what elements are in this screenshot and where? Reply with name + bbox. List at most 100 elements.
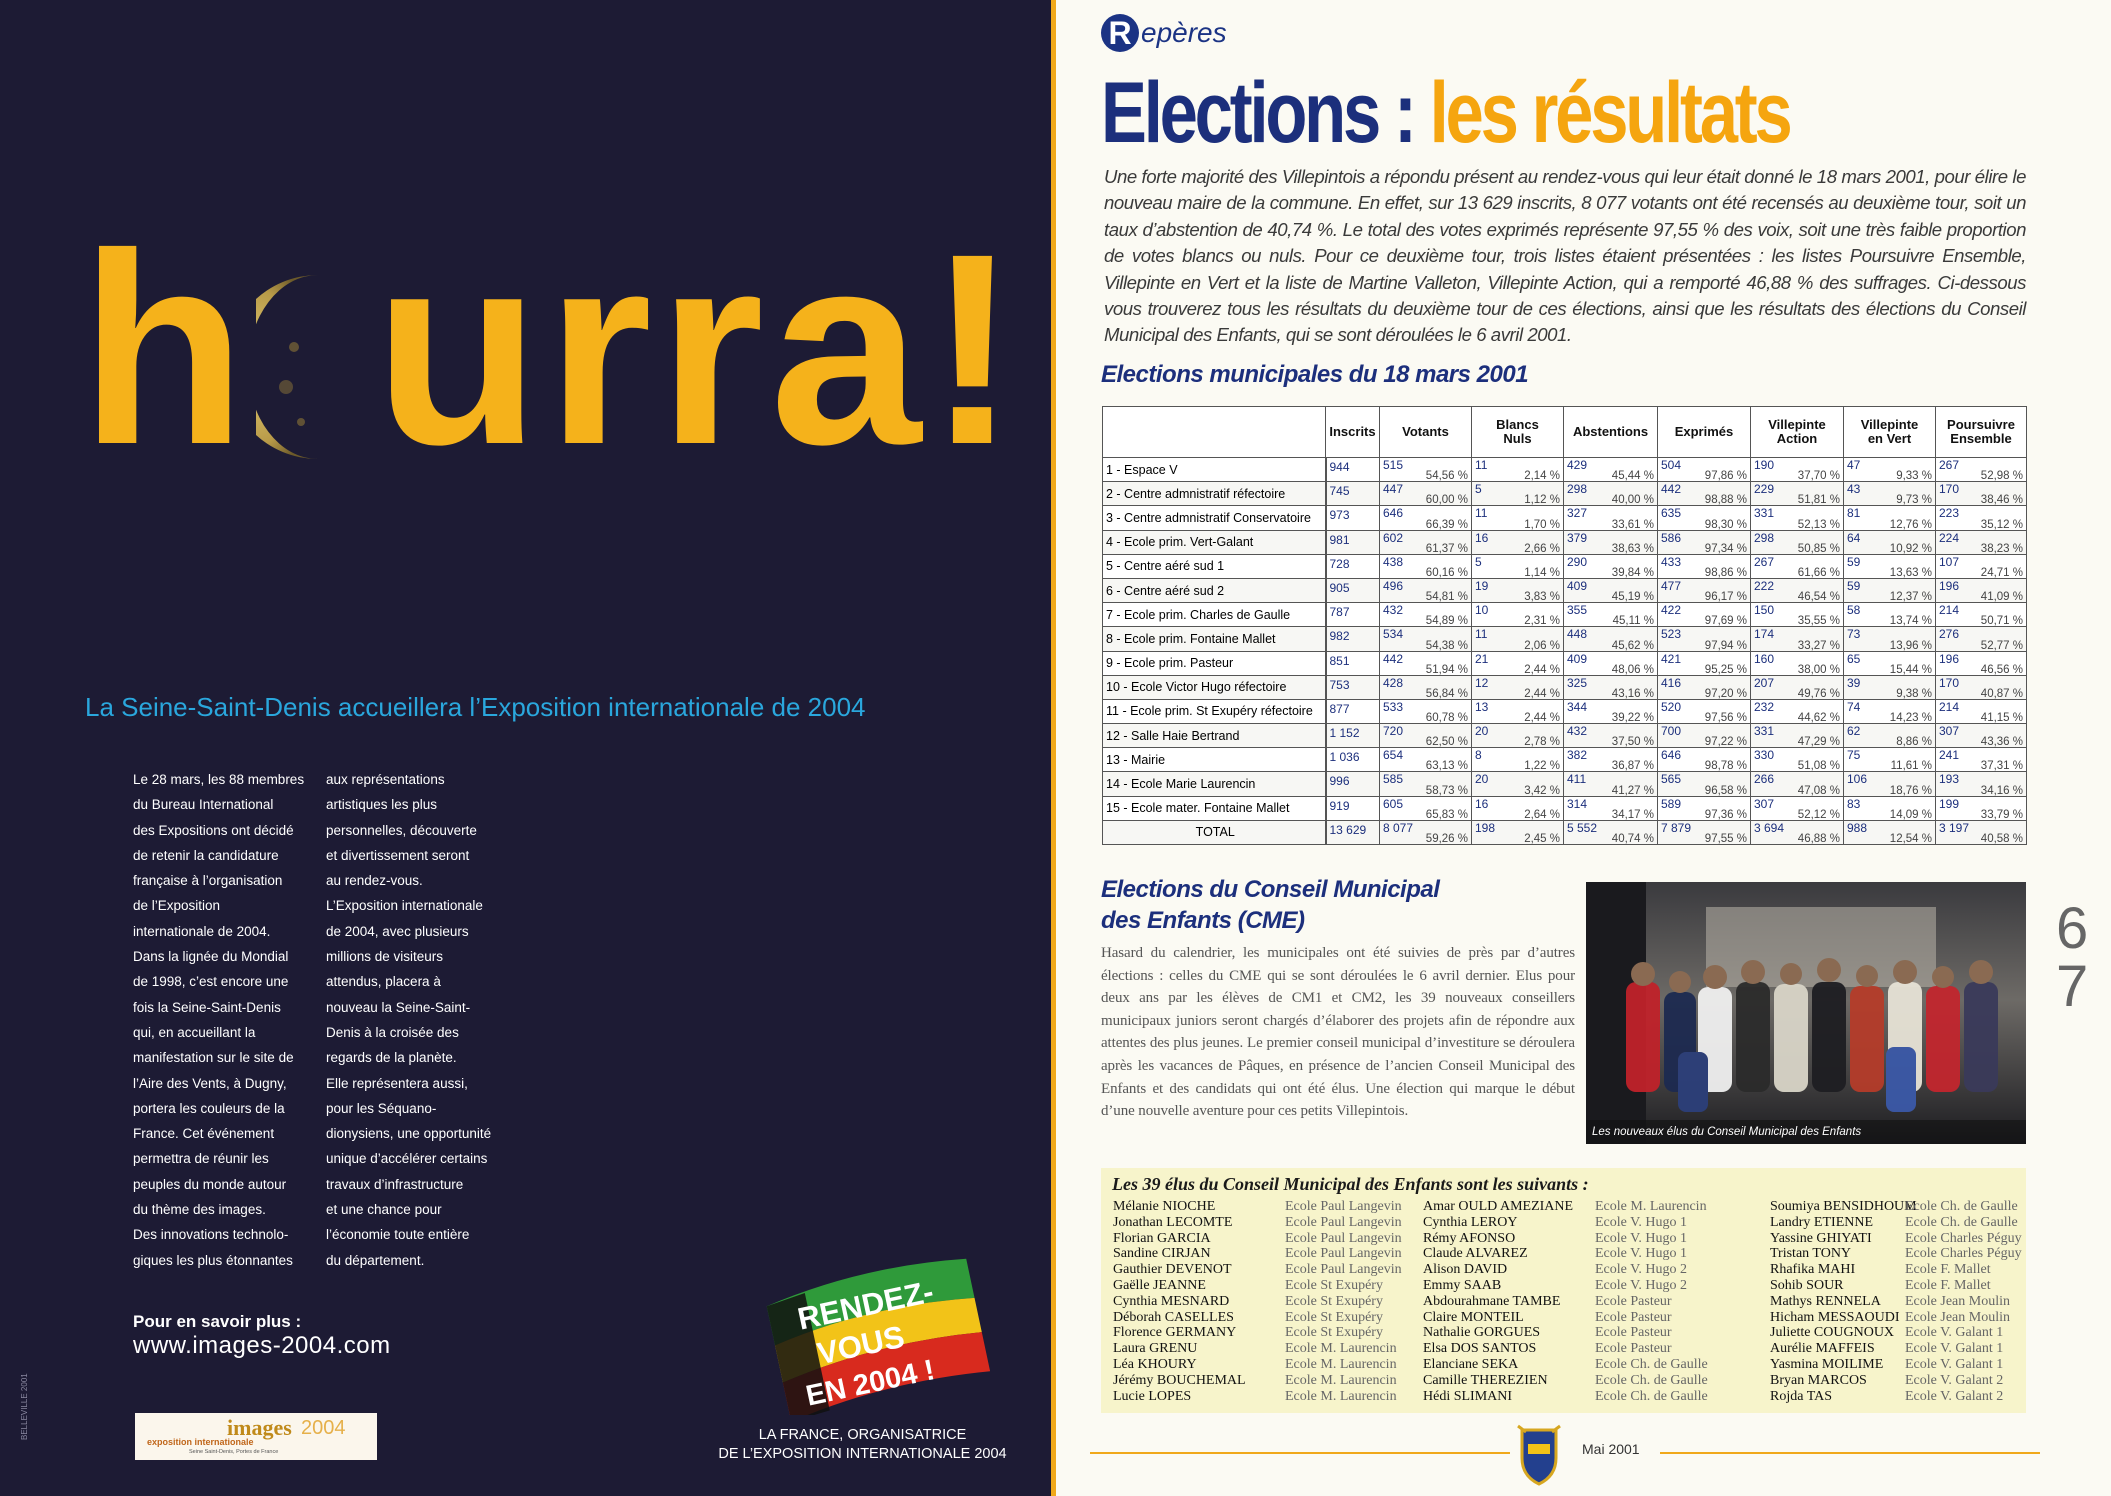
cell-count: 504 [1661,458,1682,472]
cell-percent: 63,13 % [1425,760,1468,773]
body-line: Elle représentera aussi, [326,1075,468,1091]
elected-name: Jérémy BOUCHEMAL [1113,1372,1246,1388]
cell: 728 [1325,553,1380,579]
cell-count: 982 [1329,629,1350,644]
elected-name: Hédi SLIMANI [1423,1388,1513,1404]
cell: 13 2,44 % [1471,698,1564,725]
cell: 196 41,09 % [1935,577,2027,604]
cell-percent: 60,16 % [1425,566,1468,579]
elected-name: Cynthia MESNARD [1113,1293,1230,1309]
table-row: 1 - Espace V 944 515 54,56 % 11 2,14 % 429 45,4… [1102,456,2027,483]
cell: 5 1,12 % [1471,481,1564,507]
header-line: en Vert [1867,431,1912,446]
cell: 589 97,36 % [1657,795,1751,821]
cell: 442 51,94 % [1379,650,1472,676]
cell-count: 170 [1939,482,1960,497]
cell: 438 60,16 % [1379,553,1472,579]
cell: 62 8,86 % [1843,723,1936,749]
cell-count: 327 [1567,506,1588,521]
cell: 39 9,38 % [1843,674,1936,700]
cell: 355 45,11 % [1563,602,1658,628]
elected-school: Ecole Pasteur [1595,1325,1672,1341]
cell-count: 214 [1939,603,1960,618]
body-line: permettra de réunir les [133,1151,269,1167]
cell-count: 232 [1754,699,1775,714]
elected-school: Ecole F. Mallet [1905,1277,1991,1293]
elected-school: Ecole Paul Langevin [1285,1246,1402,1262]
cell-percent: 62,50 % [1425,736,1468,749]
cell-count: 635 [1661,506,1682,521]
cell: 298 50,85 % [1750,529,1844,555]
cell-percent: 54,89 % [1425,615,1468,628]
body-line: l’Aire des Vents, à Dugny, [133,1075,287,1091]
elected-school: Ecole V. Hugo 2 [1595,1262,1688,1278]
kicker-rest: epères [1141,17,1227,48]
cell: 605 65,83 % [1379,795,1472,821]
elected-name: Aurélie MAFFEIS [1770,1341,1875,1357]
cell-count: 196 [1939,578,1960,593]
header-line: Villepinte [1768,417,1826,432]
cell: 106 18,76 % [1843,771,1936,797]
elected-name: Mathys RENNELA [1770,1293,1881,1309]
cell-count: 83 [1847,796,1861,811]
cell-count: 851 [1329,653,1350,668]
cell: 20 3,42 % [1471,771,1564,797]
cell-count: 12 [1475,675,1489,690]
cell-count: 174 [1754,627,1775,642]
elected-name: Hicham MESSAOUDI [1770,1309,1900,1325]
elected-school: Ecole Ch. de Gaulle [1905,1214,2018,1230]
cell-percent: 2,66 % [1524,542,1560,555]
elected-name: Claude ALVAREZ [1423,1246,1528,1262]
cell: 290 39,84 % [1563,553,1658,579]
cell-count: 298 [1567,482,1588,497]
cell: 214 50,71 % [1935,602,2027,628]
spine [1051,0,1056,1496]
cell: 276 52,77 % [1935,626,2027,652]
elected-school: Ecole V. Galant 2 [1905,1388,2004,1404]
cell: 331 52,13 % [1750,505,1844,531]
cell: 330 51,08 % [1750,747,1844,773]
table-row: 13 - Mairie 1 036 654 63,13 % 8 1,22 % 382 36,8… [1102,747,2027,773]
row-label: 7 - Ecole prim. Charles de Gaulle [1102,602,1327,628]
cell: 416 97,20 % [1657,674,1751,700]
cell-percent: 97,22 % [1704,736,1747,749]
body-line: fois la Seine-Saint-Denis [133,999,281,1015]
cell-percent: 52,98 % [1980,470,2023,483]
cell-count: 298 [1754,530,1775,545]
cell: 170 40,87 % [1935,674,2027,700]
cell-count: 515 [1383,458,1404,472]
cell-count: 5 [1475,554,1482,569]
elected-title: Les 39 élus du Conseil Municipal des Enf… [1112,1174,1589,1194]
body-line: attendus, placera à [326,974,441,990]
elected-name: Bryan MARCOS [1770,1372,1867,1388]
cell: 174 33,27 % [1750,626,1844,652]
cell-count: 107 [1939,554,1960,569]
body-line: au rendez-vous. [326,873,423,889]
elected-name: Mélanie NIOCHE [1113,1199,1216,1214]
cell-count: 59 [1847,554,1861,569]
elected-school: Ecole M. Laurencin [1285,1356,1397,1372]
cell-count: 429 [1567,458,1588,472]
cell-percent: 46,56 % [1980,663,2023,676]
cell-count: 409 [1567,651,1588,666]
cell: 382 36,87 % [1563,747,1658,773]
cell-percent: 97,36 % [1704,808,1747,821]
cell-percent: 96,17 % [1704,591,1747,604]
cell-count: 700 [1661,724,1682,739]
cell-count: 106 [1847,772,1868,787]
group-photo [1586,882,2026,1144]
cell-count: 81 [1847,506,1861,521]
cell-percent: 37,31 % [1980,760,2023,773]
elected-name: Abdourahmane TAMBE [1423,1293,1561,1309]
elected-name: Rémy AFONSO [1423,1230,1516,1246]
cell-count: 5 [1475,482,1482,497]
cell: 3 694 46,88 % [1750,819,1844,846]
cell-percent: 61,66 % [1797,566,1840,579]
cell: 447 60,00 % [1379,481,1472,507]
header-cell: Inscrits [1325,406,1380,458]
cell-count: 589 [1661,796,1682,811]
header-cell: Villepinte en Vert [1843,406,1936,458]
elected-schools: Ecole Ch. de Gaulle Ecole Ch. de Gaulle Ec… [1905,1199,2022,1404]
cell-percent: 41,15 % [1980,712,2023,725]
body-line: dionysiens, une opportunité [326,1126,492,1142]
